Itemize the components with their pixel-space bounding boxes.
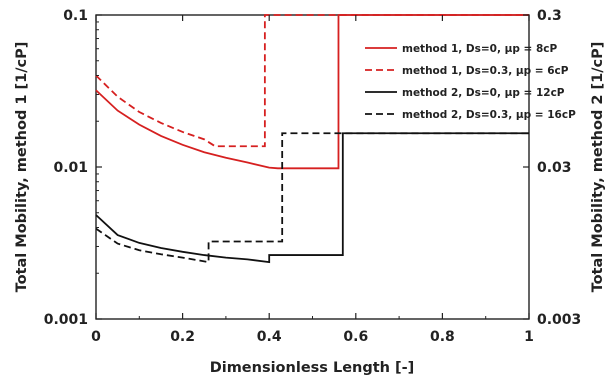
series-layer — [95, 14, 529, 264]
x-tick-label: 1 — [524, 329, 534, 345]
y-left-tick-label: 0.1 — [63, 8, 88, 24]
y-right-tick-label: 0.3 — [537, 8, 562, 24]
legend-label-1: method 1, Ds=0, μp = 8cP — [402, 43, 557, 55]
y-right-tick-label: 0.003 — [537, 312, 581, 328]
x-axis-title: Dimensionless Length [-] — [210, 360, 415, 376]
y-left-tick-label: 0.001 — [44, 312, 88, 328]
y-axis-left-title: Total Mobility, method 1 [1/cP] — [14, 42, 30, 293]
legend-label-2: method 1, Ds=0.3, μp = 6cP — [402, 65, 569, 77]
legend-label-3: method 2, Ds=0, μp = 12cP — [402, 87, 565, 99]
series-line-3 — [95, 132, 529, 264]
series-line-2 — [95, 14, 529, 148]
ticks-layer: 0 0.2 0.4 0.6 0.8 1 0.001 0.01 0.1 0.003 0.03 0.3 — [44, 8, 582, 345]
y-axis-right-title: Total Mobility, method 2 [1/cP] — [590, 42, 606, 293]
x-tick-label: 0.4 — [257, 329, 282, 345]
y-right-tick-label: 0.03 — [537, 160, 572, 176]
legend-items: method 1, Ds=0, μp = 8cP method 1, Ds=0.3… — [365, 43, 576, 121]
legend: method 1, Ds=0, μp = 8cP method 1, Ds=0.3… — [360, 37, 576, 125]
x-tick-label: 0.8 — [430, 329, 455, 345]
x-tick-label: 0 — [91, 329, 101, 345]
series-line-1 — [95, 14, 529, 170]
x-tick-label: 0.2 — [170, 329, 195, 345]
legend-label-4: method 2, Ds=0.3, μp = 16cP — [402, 109, 576, 121]
series-line-4 — [95, 132, 529, 264]
y-left-tick-label: 0.01 — [53, 160, 88, 176]
x-tick-label: 0.6 — [343, 329, 368, 345]
legend-box — [360, 37, 528, 125]
